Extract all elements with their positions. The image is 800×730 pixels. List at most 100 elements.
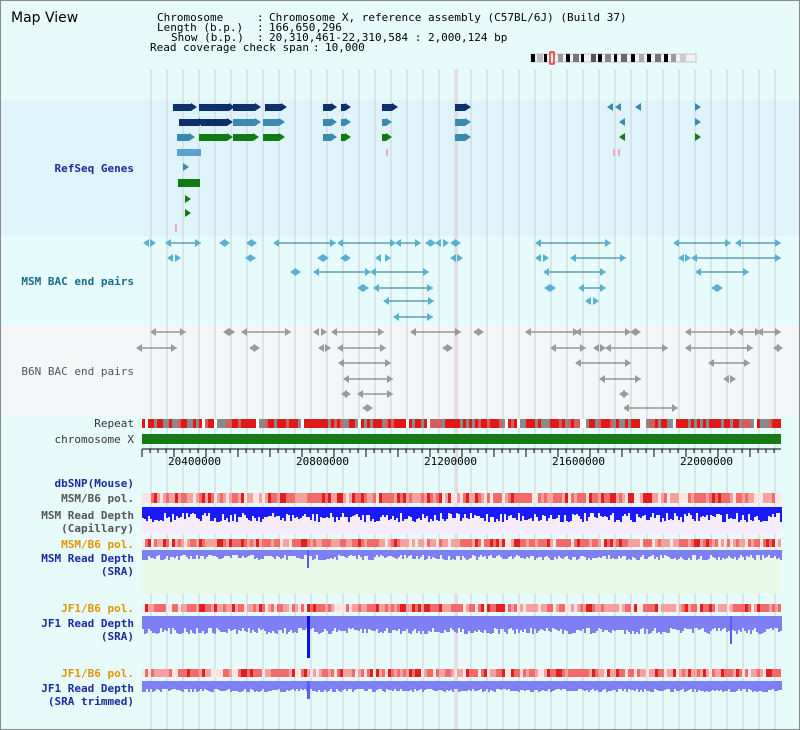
track-label-jf1-depth-trim[interactable]: JF1 Read Depth [41, 682, 134, 695]
depth-bar [542, 507, 544, 515]
depth-bar [168, 550, 170, 560]
feature-arrow [585, 297, 591, 305]
polymorphism-cell [421, 493, 424, 503]
polymorphism-cell [595, 669, 598, 677]
polymorphism-cell [241, 604, 244, 612]
repeat-segment [724, 419, 727, 428]
depth-bar [266, 550, 268, 556]
polymorphism-cell [385, 539, 388, 547]
depth-bar [668, 681, 670, 689]
depth-bar [778, 507, 780, 513]
depth-bar [746, 616, 748, 633]
polymorphism-cell [451, 669, 454, 677]
depth-bar [350, 507, 352, 517]
depth-bar [288, 681, 290, 691]
repeat-segment [382, 419, 385, 428]
depth-bar [578, 681, 580, 689]
depth-bar [170, 550, 172, 557]
depth-bar [712, 616, 714, 629]
depth-bar [226, 550, 228, 556]
polymorphism-cell [613, 493, 616, 503]
track-label-refseq[interactable]: RefSeq Genes [54, 162, 134, 175]
repeat-segment [616, 419, 619, 428]
polymorphism-cell [376, 493, 379, 503]
gene-block [177, 149, 201, 156]
depth-bar [508, 681, 510, 689]
polymorphism-cell [715, 669, 718, 677]
polymorphism-cell [361, 493, 364, 503]
polymorphism-cell [190, 669, 193, 677]
depth-bar [286, 507, 288, 514]
feature-arrow [425, 239, 431, 247]
polymorphism-cell [751, 669, 754, 677]
polymorphism-cell [469, 539, 472, 547]
polymorphism-cell [592, 669, 595, 677]
depth-bar [402, 507, 404, 521]
depth-bar [164, 507, 166, 513]
depth-bar [174, 550, 176, 558]
feature-arrow [427, 284, 433, 292]
polymorphism-cell [214, 604, 217, 612]
polymorphism-cell [340, 669, 343, 677]
depth-bar [714, 507, 716, 517]
polymorphism-cell [325, 669, 328, 677]
depth-bar [458, 616, 460, 628]
track-label-jf1-depth-sra[interactable]: JF1 Read Depth [41, 617, 134, 630]
track-label-msm-depth-sra[interactable]: MSM Read Depth [41, 552, 134, 565]
depth-bar [286, 681, 288, 690]
track-label-b6n-bac[interactable]: B6N BAC end pairs [21, 365, 134, 378]
polymorphism-cell [697, 493, 700, 503]
repeat-segment [604, 419, 607, 428]
ideogram-band [680, 54, 686, 62]
feature-arrow [730, 328, 736, 336]
depth-bar [680, 550, 682, 557]
polymorphism-cell [547, 539, 550, 547]
polymorphism-cell [691, 539, 694, 547]
depth-bar [734, 616, 736, 631]
polymorphism-cell [499, 604, 502, 612]
depth-bar [504, 616, 506, 632]
depth-bar [196, 616, 198, 628]
depth-bar [700, 550, 702, 556]
track-label-msm-b6-pol-1[interactable]: MSM/B6 pol. [61, 492, 134, 505]
depth-bar [534, 507, 536, 514]
depth-bar [304, 681, 306, 689]
track-label-dbsnp[interactable]: dbSNP(Mouse) [54, 477, 134, 490]
depth-bar [386, 507, 388, 515]
depth-bar [598, 616, 600, 628]
depth-bar [434, 616, 436, 632]
polymorphism-cell [499, 493, 502, 503]
track-label-msm-depth-cap[interactable]: MSM Read Depth [41, 509, 134, 522]
polymorphism-cell [511, 669, 514, 677]
polymorphism-cell [325, 604, 328, 612]
feature-arrow [635, 103, 641, 111]
polymorphism-cell [196, 604, 199, 612]
depth-bar-spike [307, 550, 309, 568]
polymorphism-cell [196, 493, 199, 503]
polymorphism-cell [565, 604, 568, 612]
depth-bar [488, 681, 490, 692]
track-label-msm-bac[interactable]: MSM BAC end pairs [21, 275, 134, 288]
depth-bar [460, 616, 462, 632]
depth-bar [532, 507, 534, 521]
track-label-jf1-b6-pol-2[interactable]: JF1/B6 pol. [61, 667, 134, 680]
depth-bar [198, 507, 200, 519]
polymorphism-cell [511, 604, 514, 612]
track-label-jf1-b6-pol-1[interactable]: JF1/B6 pol. [61, 602, 134, 615]
depth-bar [488, 616, 490, 633]
track-label-msm-b6-pol-2[interactable]: MSM/B6 pol. [61, 538, 134, 551]
polymorphism-cell [691, 604, 694, 612]
depth-bar [574, 507, 576, 515]
depth-bar [424, 550, 426, 560]
polymorphism-cell [706, 539, 709, 547]
depth-bar [766, 507, 768, 521]
depth-bar [420, 507, 422, 520]
repeat-segment [562, 419, 565, 428]
polymorphism-cell [436, 493, 439, 503]
polymorphism-cell [316, 669, 319, 677]
depth-bar [246, 616, 248, 632]
depth-bar [358, 550, 360, 555]
polymorphism-cell [289, 539, 292, 547]
polymorphism-cell [577, 493, 580, 503]
